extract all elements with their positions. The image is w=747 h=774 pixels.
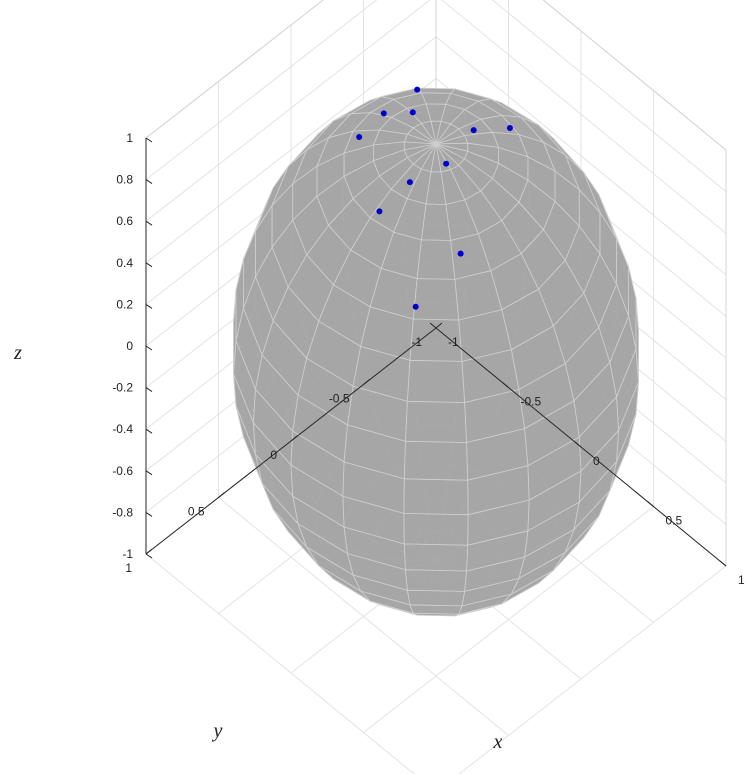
box-edge <box>145 0 324 139</box>
sphere-face <box>406 589 466 607</box>
z-tick-label: 0 <box>126 339 133 353</box>
sphere-face <box>403 440 469 481</box>
data-point <box>443 160 450 167</box>
grid-line <box>218 497 509 736</box>
z-tick-mark <box>145 137 153 143</box>
y-tick-mark <box>218 492 225 498</box>
x-tick-label: 0.5 <box>666 514 683 528</box>
z-tick-mark <box>145 511 153 517</box>
z-tick-mark <box>145 428 153 434</box>
z-tick-label: -1 <box>122 547 133 561</box>
grid-line <box>145 0 431 222</box>
sphere-face <box>405 400 467 443</box>
x-tick-mark <box>574 441 582 448</box>
x-tick-label: -1 <box>448 335 459 349</box>
y-tick-mark <box>145 548 153 555</box>
sphere-face <box>406 359 466 403</box>
z-axis-label: z <box>13 342 22 364</box>
grid-line <box>145 36 437 264</box>
z-tick-mark <box>145 387 153 393</box>
data-point <box>376 208 383 215</box>
z-tick-label: 0.2 <box>116 297 133 311</box>
box-edge <box>542 0 727 151</box>
sphere-face <box>409 604 463 615</box>
sphere-face <box>405 569 467 592</box>
z-tick-label: -0.2 <box>112 381 133 395</box>
sphere-face <box>412 278 460 321</box>
z-tick-label: 0.4 <box>116 256 133 270</box>
y-tick-mark <box>290 435 298 442</box>
data-point <box>380 110 387 117</box>
sphere-face <box>403 543 469 572</box>
x-tick-label: 1 <box>738 573 745 587</box>
sphere-face <box>403 478 469 516</box>
y-tick-label: 0.5 <box>188 505 205 519</box>
data-point <box>470 127 477 134</box>
y-axis-label: y <box>212 720 223 742</box>
y-tick-label: 1 <box>125 561 132 575</box>
data-point <box>406 179 413 186</box>
z-tick-mark <box>145 470 153 476</box>
data-point <box>412 303 419 310</box>
z-tick-label: 0.8 <box>116 173 133 187</box>
y-tick-label: -1 <box>411 335 422 349</box>
grid-line <box>145 0 378 180</box>
axes <box>145 137 727 567</box>
grid-line <box>441 0 727 234</box>
y-tick-mark <box>363 379 370 385</box>
tick-labels: -1-0.8-0.6-0.4-0.200.20.40.60.81-1-0.500… <box>112 131 745 587</box>
x-tick-mark <box>719 560 727 567</box>
z-tick-mark <box>145 179 153 185</box>
z-tick-mark <box>145 303 153 309</box>
z-tick-label: -0.6 <box>112 464 133 478</box>
x-tick-mark <box>429 322 437 329</box>
z-tick-mark <box>145 262 153 268</box>
x-tick-mark <box>647 501 654 507</box>
y-tick-label: -0.5 <box>329 392 350 406</box>
grid-line <box>145 553 415 774</box>
z-tick-mark <box>145 345 153 351</box>
data-point <box>356 134 363 141</box>
grid-line <box>491 0 727 192</box>
y-tick-mark <box>435 322 443 329</box>
x-tick-label: 0 <box>593 454 600 468</box>
z-tick-label: -0.8 <box>112 505 133 519</box>
z-tick-label: -0.4 <box>112 422 133 436</box>
z-tick-label: 0.6 <box>116 214 133 228</box>
data-point <box>414 86 421 93</box>
data-point <box>506 125 513 132</box>
scatter-points <box>356 86 513 310</box>
x-tick-mark <box>502 382 509 388</box>
data-point <box>457 250 464 257</box>
y-tick-label: 0 <box>270 448 277 462</box>
sphere-face <box>416 239 456 280</box>
x-tick-label: -0.5 <box>521 395 542 409</box>
grid-line <box>435 36 727 276</box>
sphere-face <box>420 203 452 241</box>
unit-sphere <box>233 87 639 617</box>
z-tick-label: 1 <box>126 131 133 145</box>
x-axis-label: x <box>493 731 503 753</box>
z-tick-mark <box>145 220 153 226</box>
z-tick-mark <box>145 553 153 559</box>
data-point <box>409 109 416 116</box>
sphere-face <box>403 513 469 546</box>
